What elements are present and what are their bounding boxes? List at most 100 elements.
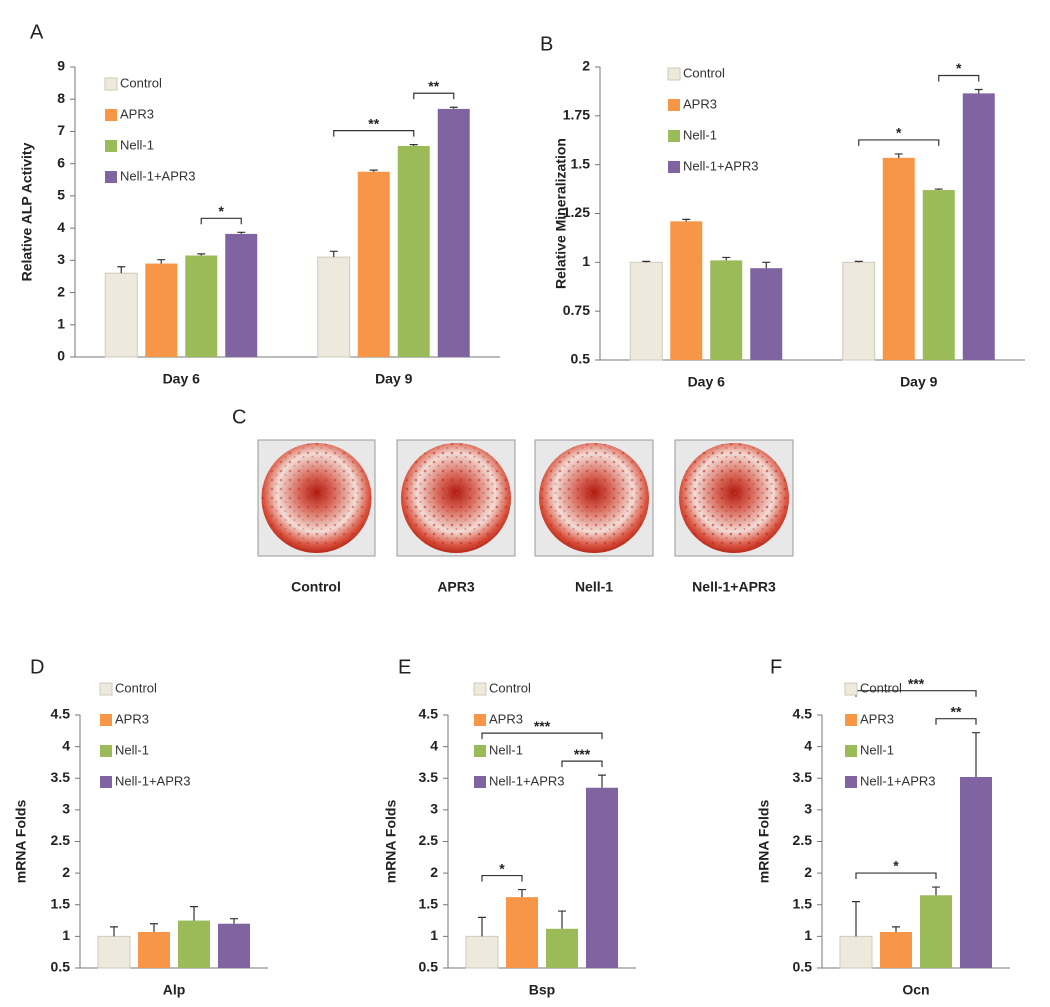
y-tick-label: 7: [57, 122, 65, 138]
significance-bracket: [413, 92, 455, 100]
bar: [842, 261, 876, 361]
error-bar: [237, 231, 246, 234]
significance-bracket: [855, 872, 937, 880]
error-bar: [558, 910, 566, 929]
bar: [357, 171, 390, 357]
error-bar: [642, 260, 651, 263]
error-bar: [598, 774, 606, 788]
error-bar: [150, 923, 158, 932]
bar: [629, 261, 663, 361]
bar: [839, 935, 873, 969]
y-tick-label: 2: [804, 864, 812, 880]
x-tick-label: Day 9: [900, 374, 938, 390]
error-bar: [892, 926, 900, 932]
error-bar: [932, 886, 940, 896]
y-tick-label: 4.5: [51, 706, 71, 722]
legend-label: Nell-1+APR3: [683, 158, 759, 173]
x-tick-label: Ocn: [902, 982, 929, 998]
error-bar: [369, 169, 378, 172]
bar: [185, 255, 218, 357]
legend-label: Control: [120, 75, 162, 90]
well-texture: [261, 443, 372, 553]
error-bar: [230, 918, 238, 924]
bar: [218, 923, 250, 968]
well-texture: [401, 443, 511, 553]
error-bar: [409, 144, 418, 146]
bar: [750, 268, 783, 360]
legend-swatch: [845, 745, 857, 757]
error-bar: [972, 732, 980, 777]
significance-bracket: [938, 74, 980, 82]
error-bar: [682, 218, 691, 222]
legend-label: Nell-1: [489, 742, 523, 757]
legend-swatch: [105, 140, 117, 152]
bar: [225, 233, 258, 357]
error-bar: [110, 926, 118, 937]
well-texture: [679, 443, 789, 553]
error-bar: [117, 266, 126, 274]
panel-letter: C: [232, 406, 246, 428]
legend-label: Nell-1+APR3: [120, 168, 196, 183]
significance-label: *: [499, 860, 505, 876]
well-label: Control: [291, 579, 341, 595]
y-tick-label: 1: [804, 927, 812, 943]
legend-label: Nell-1+APR3: [489, 773, 565, 788]
legend-label: APR3: [115, 711, 149, 726]
y-tick-label: 1.75: [563, 107, 590, 123]
well-label: Nell-1+APR3: [692, 579, 776, 595]
legend-label: APR3: [489, 711, 523, 726]
error-bar: [934, 188, 943, 191]
y-tick-label: 8: [57, 90, 65, 106]
y-tick-label: 3.5: [793, 769, 813, 785]
y-tick-label: 0.75: [563, 302, 590, 318]
legend-swatch: [474, 714, 486, 726]
significance-label: *: [219, 203, 225, 219]
error-bar: [762, 261, 771, 269]
bar: [670, 221, 703, 360]
bar: [145, 263, 178, 357]
y-tick-label: 0.5: [793, 959, 813, 975]
x-tick-label: Bsp: [529, 982, 555, 998]
legend-swatch: [845, 776, 857, 788]
error-bar: [190, 906, 198, 921]
significance-label: ***: [534, 718, 551, 734]
legend-swatch: [105, 109, 117, 121]
y-tick-label: 3.5: [419, 769, 439, 785]
bar: [437, 108, 470, 357]
bar: [546, 928, 578, 968]
y-tick-label: 4: [804, 737, 812, 753]
legend-label: Control: [489, 680, 531, 695]
bar: [882, 157, 915, 360]
panel-letter: F: [770, 656, 782, 678]
error-bar: [854, 260, 863, 263]
legend-label: Nell-1+APR3: [860, 773, 936, 788]
y-tick-label: 2: [57, 283, 65, 299]
error-bar: [974, 88, 983, 94]
panel-letter: B: [540, 33, 553, 55]
legend-swatch: [100, 714, 112, 726]
y-tick-label: 4: [62, 737, 70, 753]
legend-label: Nell-1: [115, 742, 149, 757]
y-tick-label: 1.25: [563, 204, 590, 220]
well-texture: [539, 443, 649, 553]
significance-label: *: [893, 858, 899, 874]
bar: [506, 897, 538, 968]
y-tick-label: 1: [57, 315, 65, 331]
legend-swatch: [100, 745, 112, 757]
legend-swatch: [473, 682, 487, 696]
y-tick-label: 1: [582, 253, 590, 269]
bar: [97, 935, 131, 969]
stain-wells: [257, 439, 794, 557]
significance-label: **: [368, 115, 379, 131]
x-tick-label: Day 9: [375, 371, 413, 387]
bar: [178, 920, 210, 968]
bar: [922, 190, 955, 360]
bar: [317, 256, 351, 358]
y-axis-label: Relative ALP Activity: [19, 142, 35, 281]
bar: [962, 93, 995, 361]
y-tick-label: 6: [57, 154, 65, 170]
significance-bracket: [481, 732, 603, 740]
x-tick-label: Alp: [163, 982, 186, 998]
y-tick-label: 1.5: [571, 155, 591, 171]
